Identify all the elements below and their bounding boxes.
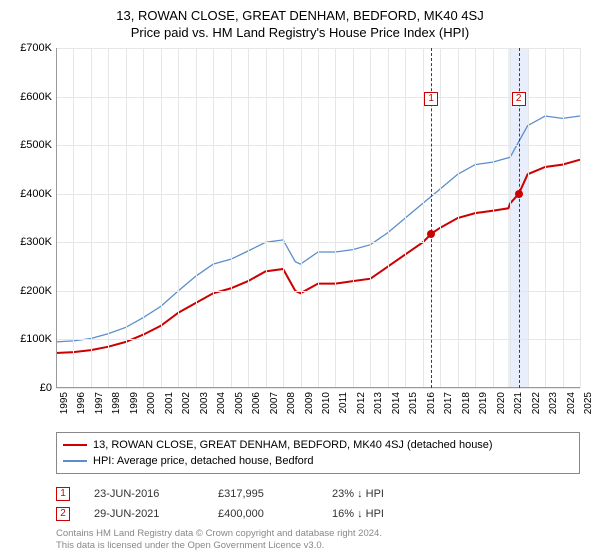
x-tick-label: 2015: [408, 392, 419, 414]
sale-row-date: 23-JUN-2016: [94, 488, 194, 500]
x-tick-label: 2013: [373, 392, 384, 414]
x-tick-label: 2025: [583, 392, 594, 414]
x-tick-label: 2021: [513, 392, 524, 414]
y-axis: £0£100K£200K£300K£400K£500K£600K£700K: [12, 48, 56, 388]
x-tick-label: 2009: [304, 392, 315, 414]
x-tick-label: 2010: [321, 392, 332, 414]
chart-plot-area: £0£100K£200K£300K£400K£500K£600K£700K 12…: [56, 48, 580, 388]
legend-swatch: [63, 460, 87, 462]
legend-swatch: [63, 444, 87, 446]
x-tick-label: 2011: [338, 392, 349, 414]
x-tick-label: 2019: [478, 392, 489, 414]
x-tick-label: 1999: [129, 392, 140, 414]
sale-row: 1 23-JUN-2016 £317,995 23% ↓ HPI: [56, 484, 580, 504]
x-tick-label: 1996: [76, 392, 87, 414]
legend-row: HPI: Average price, detached house, Bedf…: [63, 453, 573, 469]
legend: 13, ROWAN CLOSE, GREAT DENHAM, BEDFORD, …: [56, 432, 580, 474]
x-tick-label: 2017: [443, 392, 454, 414]
x-tick-label: 2005: [234, 392, 245, 414]
sale-row-badge: 2: [56, 507, 70, 521]
x-tick-label: 1998: [111, 392, 122, 414]
sale-row-price: £317,995: [218, 488, 308, 500]
x-tick-label: 2001: [164, 392, 175, 414]
y-tick-label: £0: [40, 382, 52, 394]
legend-row: 13, ROWAN CLOSE, GREAT DENHAM, BEDFORD, …: [63, 437, 573, 453]
y-tick-label: £300K: [20, 236, 52, 248]
legend-label: 13, ROWAN CLOSE, GREAT DENHAM, BEDFORD, …: [93, 439, 493, 451]
x-tick-label: 2007: [269, 392, 280, 414]
footnote-line-2: This data is licensed under the Open Gov…: [56, 540, 580, 552]
y-tick-label: £400K: [20, 188, 52, 200]
x-tick-label: 2004: [216, 392, 227, 414]
sale-row-delta: 23% ↓ HPI: [332, 488, 432, 500]
x-tick-label: 1997: [94, 392, 105, 414]
chart-title: 13, ROWAN CLOSE, GREAT DENHAM, BEDFORD, …: [12, 8, 588, 23]
x-tick-label: 2006: [251, 392, 262, 414]
sale-row: 2 29-JUN-2021 £400,000 16% ↓ HPI: [56, 504, 580, 524]
x-tick-label: 2000: [146, 392, 157, 414]
x-tick-label: 2018: [461, 392, 472, 414]
sale-badge-2: 2: [512, 92, 526, 106]
footnote-line-1: Contains HM Land Registry data © Crown c…: [56, 528, 580, 540]
x-tick-label: 2022: [531, 392, 542, 414]
footnote: Contains HM Land Registry data © Crown c…: [56, 528, 580, 553]
chart-area: 12: [56, 48, 580, 388]
sale-marker-2: [515, 190, 523, 198]
chart-container: 13, ROWAN CLOSE, GREAT DENHAM, BEDFORD, …: [0, 0, 600, 560]
sales-table: 1 23-JUN-2016 £317,995 23% ↓ HPI 2 29-JUN-202…: [56, 484, 580, 524]
y-tick-label: £700K: [20, 42, 52, 54]
x-tick-label: 2002: [181, 392, 192, 414]
sale-row-badge: 1: [56, 487, 70, 501]
x-tick-label: 2016: [426, 392, 437, 414]
x-tick-label: 2020: [496, 392, 507, 414]
x-tick-label: 2024: [566, 392, 577, 414]
x-tick-label: 2012: [356, 392, 367, 414]
y-tick-label: £600K: [20, 91, 52, 103]
x-tick-label: 2003: [199, 392, 210, 414]
y-tick-label: £500K: [20, 139, 52, 151]
y-tick-label: £100K: [20, 333, 52, 345]
x-tick-label: 1995: [59, 392, 70, 414]
sale-row-price: £400,000: [218, 508, 308, 520]
sale-row-date: 29-JUN-2021: [94, 508, 194, 520]
x-tick-label: 2014: [391, 392, 402, 414]
x-axis: 1995 1996 1997 1998 1999 2000 2001 2002 2003 2004…: [56, 388, 580, 422]
y-tick-label: £200K: [20, 285, 52, 297]
legend-label: HPI: Average price, detached house, Bedf…: [93, 455, 314, 467]
sale-badge-1: 1: [424, 92, 438, 106]
sale-marker-1: [427, 230, 435, 238]
sale-row-delta: 16% ↓ HPI: [332, 508, 432, 520]
chart-subtitle: Price paid vs. HM Land Registry's House …: [12, 25, 588, 40]
x-tick-label: 2008: [286, 392, 297, 414]
x-tick-label: 2023: [548, 392, 559, 414]
